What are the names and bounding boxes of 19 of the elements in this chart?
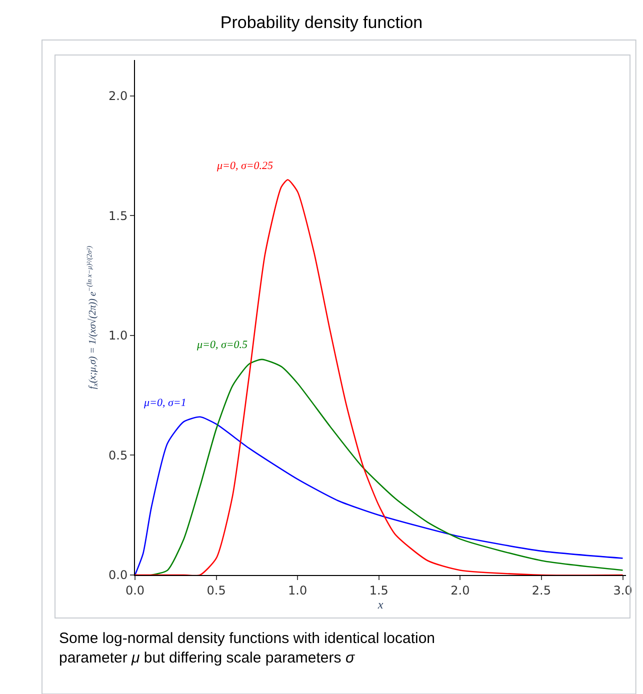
y-tick-label: 0.0 xyxy=(108,568,128,582)
y-tick-label: 0.5 xyxy=(108,448,128,462)
x-tick-label: 2.5 xyxy=(532,583,552,598)
line-series xyxy=(135,179,624,575)
y-tick-label: 1.5 xyxy=(108,208,128,223)
x-tick-label: 1.5 xyxy=(369,583,388,598)
line-series xyxy=(135,416,624,575)
chart-title: Probability density function xyxy=(220,12,423,32)
y-tick-label: 1.0 xyxy=(108,328,128,343)
x-tick-label: 1.0 xyxy=(288,583,308,598)
text: Some log-normal density functions with identical location parameter μ but differing scale parameters σ xyxy=(59,630,436,666)
x-tick-label: 0.5 xyxy=(206,583,226,598)
series-label: μ=0, σ=1 xyxy=(143,397,186,409)
series-label: μ=0, σ=0.25 xyxy=(216,160,274,172)
series-label: μ=0, σ=0.5 xyxy=(196,339,248,351)
x-tick-label: 2.0 xyxy=(450,583,470,598)
x-axis-title: x xyxy=(376,597,384,612)
y-tick-label: 2.0 xyxy=(108,89,128,104)
x-tick-label: 0.0 xyxy=(125,583,145,598)
